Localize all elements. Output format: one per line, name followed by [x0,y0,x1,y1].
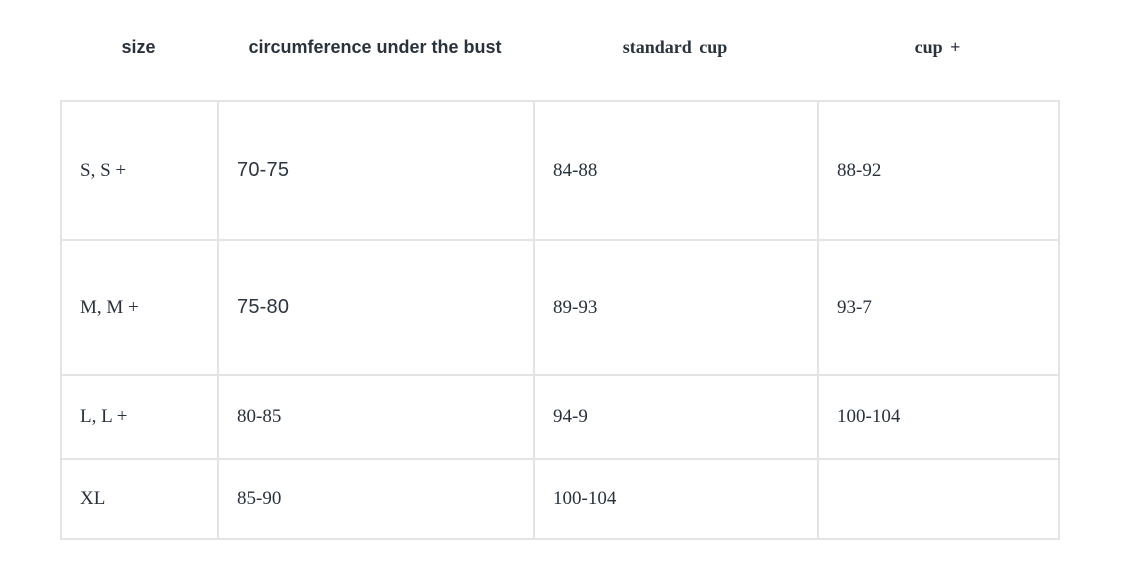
cell-size: L, L + [60,374,219,460]
cell-size: M, M + [60,239,219,376]
cell-standard-cup: 100-104 [533,458,819,540]
cell-standard-cup: 89-93 [533,239,819,376]
cell-cup-plus: 93-7 [817,239,1060,376]
cell-size: XL [60,458,219,540]
cell-cup-plus [817,458,1060,540]
table-row: S, S + 70-75 84-88 88-92 [60,100,1060,241]
cell-standard-cup: 94-9 [533,374,819,460]
cell-under-bust: 75-80 [217,239,535,376]
column-header-size: size [121,37,156,57]
table-row: M, M + 75-80 89-93 93-7 [60,239,1060,376]
size-chart-table: S, S + 70-75 84-88 88-92 M, M + 75-80 89… [60,100,1060,540]
table-row: XL 85-90 100-104 [60,458,1060,540]
cell-under-bust: 85-90 [217,458,535,540]
cell-size: S, S + [60,100,219,241]
cell-under-bust: 80-85 [217,374,535,460]
column-header-cup-plus: cup + [914,37,961,57]
table-row: L, L + 80-85 94-9 100-104 [60,374,1060,460]
cell-standard-cup: 84-88 [533,100,819,241]
column-header-under-bust: circumference under the bust [248,37,502,57]
cell-under-bust: 70-75 [217,100,535,241]
column-header-standard-cup: standard cup [622,37,728,57]
cell-cup-plus: 100-104 [817,374,1060,460]
cell-cup-plus: 88-92 [817,100,1060,241]
column-headers: size circumference under the bust standa… [60,34,1058,60]
